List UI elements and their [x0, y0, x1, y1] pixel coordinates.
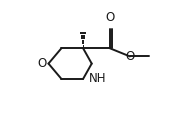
Text: O: O [37, 57, 46, 70]
Text: NH: NH [89, 72, 107, 85]
Text: O: O [125, 50, 134, 63]
Text: O: O [105, 11, 114, 24]
